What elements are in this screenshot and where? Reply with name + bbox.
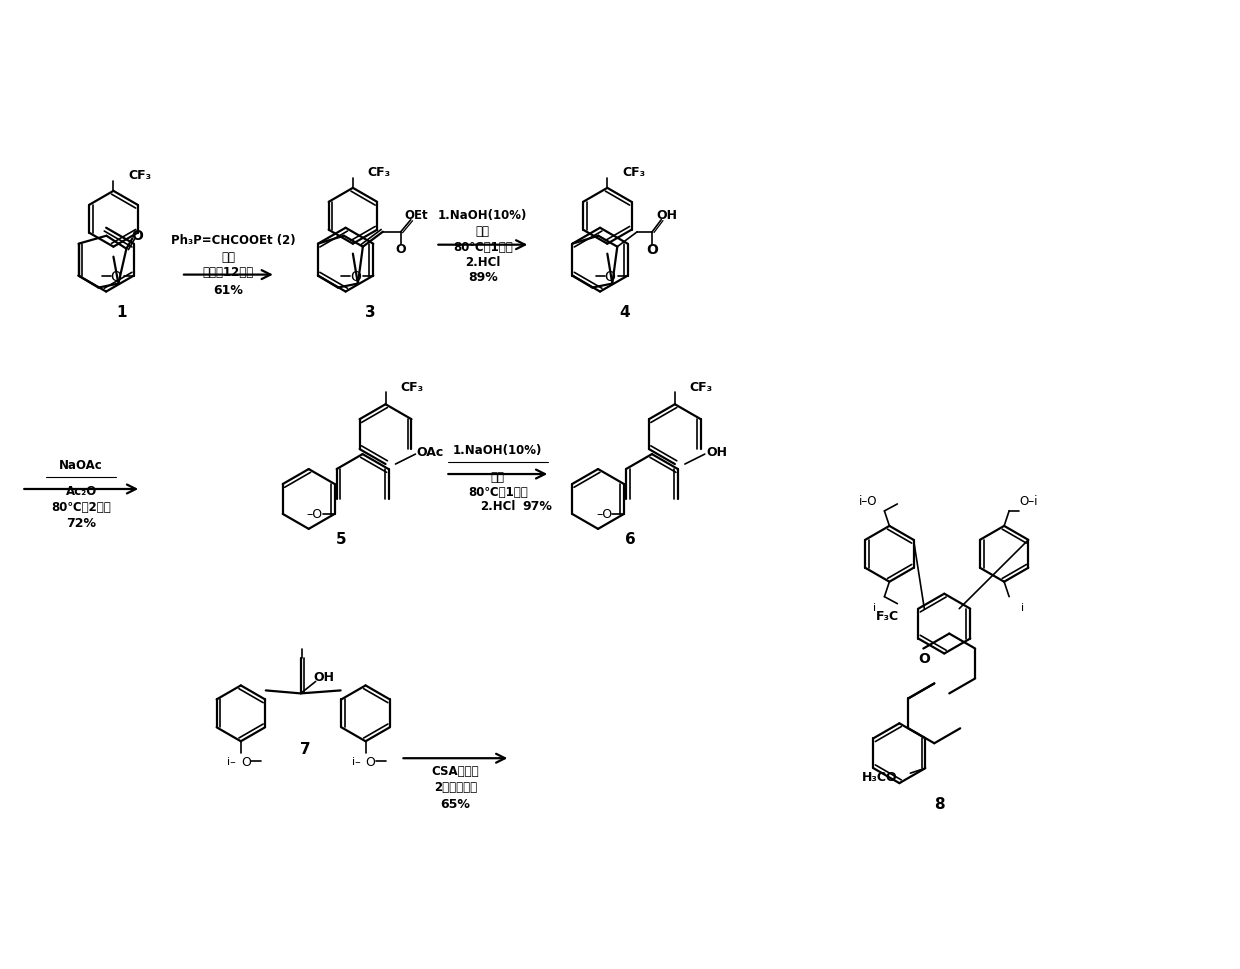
Text: 80℃，2小时: 80℃，2小时 — [51, 501, 112, 514]
Text: O: O — [919, 652, 930, 666]
Text: OAc: OAc — [417, 445, 444, 458]
Text: i–: i– — [227, 757, 236, 766]
Text: OH: OH — [314, 671, 334, 683]
Text: 甲醇: 甲醇 — [491, 470, 505, 483]
Text: F₃C: F₃C — [877, 610, 899, 622]
Text: 72%: 72% — [66, 516, 97, 530]
Text: 2.HCl: 2.HCl — [465, 256, 501, 268]
Text: O: O — [110, 269, 122, 283]
Text: O: O — [646, 242, 658, 257]
Text: CF₃: CF₃ — [622, 167, 645, 179]
Text: i: i — [1021, 602, 1024, 612]
Text: CF₃: CF₃ — [401, 381, 424, 393]
Text: 甲苯: 甲苯 — [222, 251, 236, 264]
Text: OH: OH — [707, 445, 728, 458]
Text: OEt: OEt — [404, 209, 428, 222]
Text: 回流，12小时: 回流，12小时 — [203, 266, 254, 279]
Text: OH: OH — [657, 209, 678, 222]
Text: 89%: 89% — [467, 270, 497, 284]
Text: O: O — [366, 755, 376, 767]
Text: O: O — [241, 755, 250, 767]
Text: 4: 4 — [620, 304, 630, 320]
Text: H₃CO: H₃CO — [862, 769, 898, 783]
Text: 6: 6 — [625, 532, 635, 547]
Text: i–O: i–O — [859, 495, 878, 508]
Text: 80℃，1小时: 80℃，1小时 — [467, 486, 528, 499]
Text: 7: 7 — [300, 741, 311, 756]
Text: –O: –O — [306, 508, 322, 521]
Text: 61%: 61% — [213, 284, 243, 297]
Text: 97%: 97% — [523, 500, 553, 513]
Text: CF₃: CF₃ — [689, 381, 713, 393]
Text: 2小时，室温: 2小时，室温 — [434, 780, 477, 793]
Text: i: i — [873, 602, 875, 612]
Text: 5: 5 — [335, 532, 346, 547]
Text: O: O — [604, 269, 615, 283]
Text: i–: i– — [352, 757, 361, 766]
Text: 2.HCl: 2.HCl — [480, 500, 516, 513]
Text: 甲醇: 甲醇 — [476, 225, 490, 238]
Text: Ph₃P=CHCOOEt (2): Ph₃P=CHCOOEt (2) — [171, 234, 295, 247]
Text: 8: 8 — [934, 796, 945, 811]
Text: O: O — [131, 229, 144, 243]
Text: Ac₂O: Ac₂O — [66, 484, 97, 498]
Text: NaOAc: NaOAc — [60, 458, 103, 471]
Text: –O: –O — [596, 508, 613, 521]
Text: 1.NaOH(10%): 1.NaOH(10%) — [453, 443, 542, 456]
Text: O: O — [396, 243, 405, 256]
Text: 1: 1 — [115, 304, 126, 320]
Text: 1.NaOH(10%): 1.NaOH(10%) — [438, 209, 527, 222]
Text: CF₃: CF₃ — [129, 170, 151, 182]
Text: 65%: 65% — [440, 797, 470, 810]
Text: 3: 3 — [366, 304, 376, 320]
Text: O–i: O–i — [1019, 495, 1038, 508]
Text: CSA，甲苯: CSA，甲苯 — [432, 764, 479, 777]
Text: CF₃: CF₃ — [368, 167, 391, 179]
Text: O: O — [350, 269, 361, 283]
Text: 80℃，1小时: 80℃，1小时 — [453, 241, 512, 254]
